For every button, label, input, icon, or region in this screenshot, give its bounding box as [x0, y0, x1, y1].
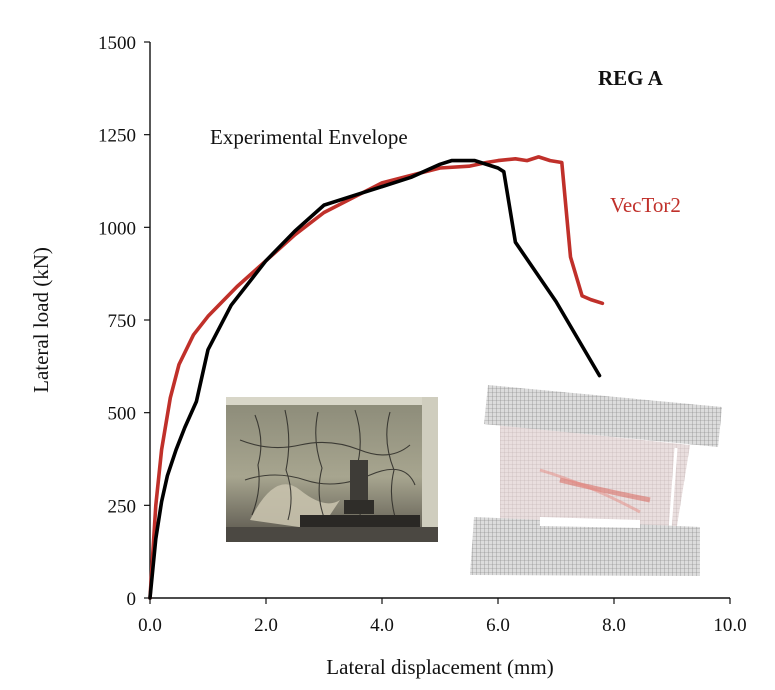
fe-mesh-inset: [470, 385, 722, 576]
y-tick-label: 1250: [98, 126, 136, 147]
y-tick-label: 1500: [98, 33, 136, 54]
annotation-vector2: VecTor2: [610, 193, 681, 217]
x-ticks: 0.0 2.0 4.0 6.0 8.0 10.0: [138, 598, 747, 636]
y-tick-label: 0: [127, 589, 137, 610]
x-axis-title: Lateral displacement (mm): [326, 655, 553, 679]
annotation-experimental-envelope: Experimental Envelope: [210, 125, 408, 149]
x-tick-label: 6.0: [486, 615, 510, 636]
y-ticks: 0 250 500 750 1000 1250 1500: [98, 33, 150, 610]
y-tick-label: 1000: [98, 218, 136, 239]
x-tick-label: 4.0: [370, 615, 394, 636]
y-tick-label: 750: [108, 311, 137, 332]
x-tick-label: 0.0: [138, 615, 162, 636]
y-tick-label: 250: [108, 496, 137, 517]
series-line-experimental-envelope: [148, 158, 602, 600]
y-tick-label: 500: [108, 404, 137, 425]
specimen-photo-inset: [226, 397, 438, 542]
x-tick-label: 2.0: [254, 615, 278, 636]
annotation-reg-a: REG A: [598, 66, 664, 90]
x-tick-label: 8.0: [602, 615, 626, 636]
series-layer: [148, 155, 605, 600]
y-axis-title: Lateral load (kN): [29, 247, 53, 393]
x-tick-label: 10.0: [713, 615, 746, 636]
